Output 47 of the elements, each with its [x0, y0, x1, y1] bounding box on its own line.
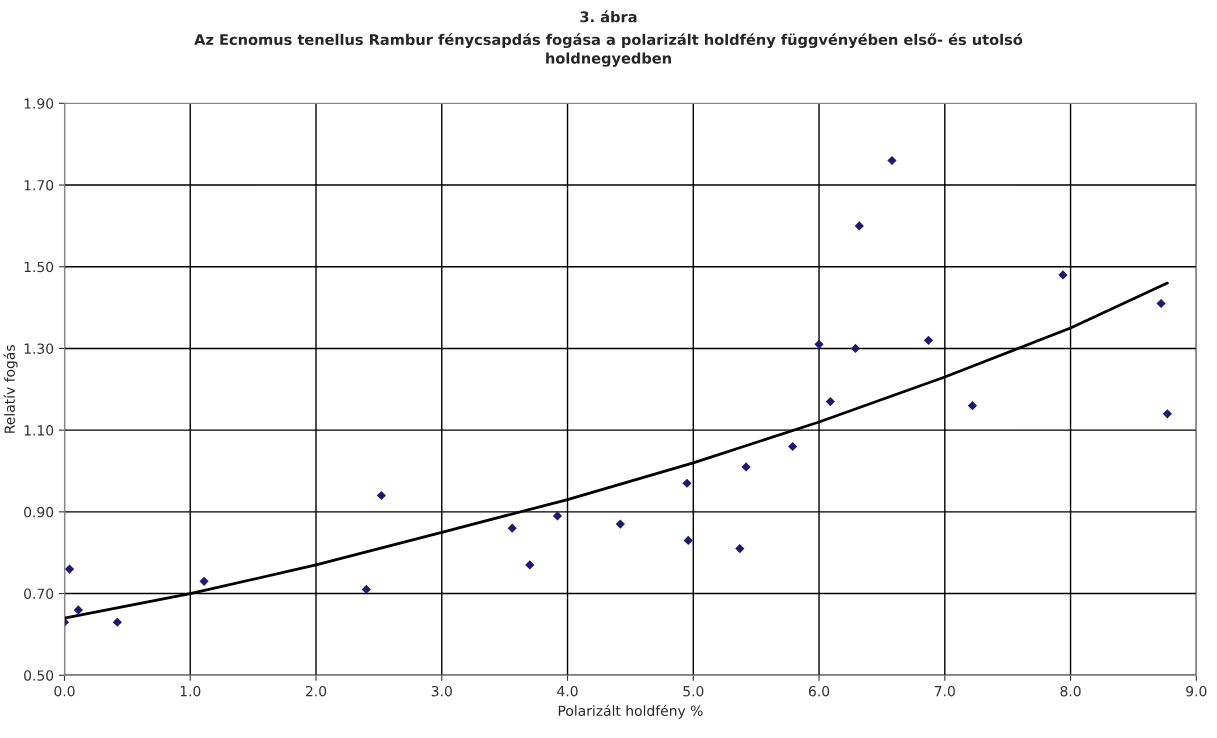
point — [825, 396, 835, 407]
point — [683, 535, 693, 546]
x-tick-label: 8.0 — [1060, 685, 1081, 697]
x-tick-label: 5.0 — [683, 685, 704, 697]
x-tick-label: 4.0 — [557, 685, 578, 697]
x-tick-label: 7.0 — [934, 685, 955, 697]
point — [1058, 270, 1068, 280]
point — [376, 490, 387, 501]
y-tick-label: 1.70 — [24, 180, 54, 191]
y-tick-label: 0.50 — [24, 670, 54, 681]
x-tick-label: 2.0 — [305, 685, 327, 697]
point — [615, 519, 625, 529]
point — [112, 617, 122, 627]
point — [887, 155, 897, 166]
x-tick-label: 3.0 — [431, 685, 452, 697]
point — [361, 584, 371, 595]
point — [73, 605, 83, 615]
x-tick-label: 6.0 — [808, 685, 830, 697]
point — [64, 564, 75, 574]
point — [741, 462, 751, 472]
point — [1162, 409, 1172, 419]
point — [525, 560, 535, 570]
y-tick-label: 1.10 — [24, 425, 54, 436]
point — [507, 523, 517, 533]
point — [552, 511, 563, 521]
point — [814, 339, 824, 349]
point — [199, 576, 209, 586]
y-tick-label: 1.50 — [24, 261, 54, 273]
point — [788, 441, 798, 452]
x-tick-label: 0.0 — [54, 685, 75, 697]
chart-subtitle: Az Ecnomus tenellus Rambur fénycsapdás fogása a polarizált holdfény függvényében első- és utolsó holdnegyedben — [194, 33, 1023, 67]
x-tick-label: 9.0 — [1186, 685, 1207, 697]
point — [682, 478, 692, 488]
point — [854, 221, 864, 231]
y-tick-label: 1.90 — [24, 98, 54, 109]
y-axis-title: Relatív fogás — [3, 345, 18, 433]
point — [967, 401, 978, 411]
y-tick-label: 0.70 — [24, 588, 54, 600]
point — [735, 544, 745, 554]
point — [1156, 298, 1166, 309]
x-tick-label: 1.0 — [180, 685, 201, 697]
point — [850, 343, 861, 354]
x-axis-title: Polarizált holdfény % — [558, 704, 703, 719]
point — [923, 335, 934, 345]
y-tick-label: 1.30 — [24, 343, 54, 354]
y-tick-label: 0.90 — [24, 506, 54, 518]
chart-title: 3. ábra — [580, 10, 637, 23]
